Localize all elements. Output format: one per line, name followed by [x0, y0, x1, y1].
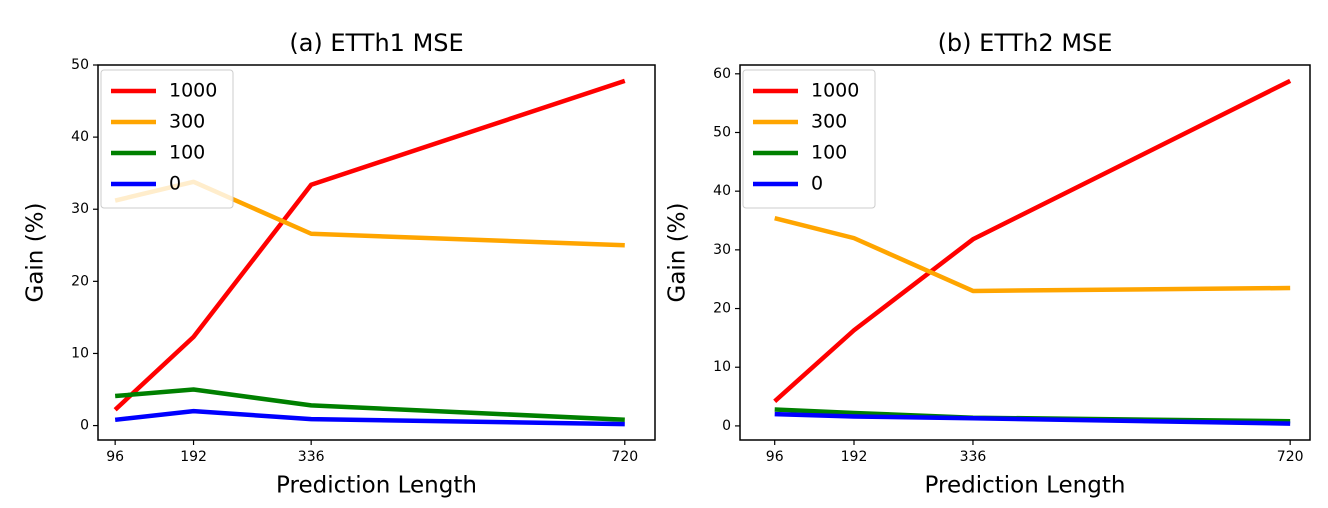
- y-tick-label: 30: [713, 242, 731, 258]
- chart-title: (b) ETTh2 MSE: [938, 29, 1113, 57]
- legend-label: 0: [169, 173, 181, 195]
- x-tick-label: 336: [298, 449, 325, 465]
- line-series: [114, 387, 625, 423]
- x-tick-label: 192: [180, 449, 207, 465]
- chart-title: (a) ETTh1 MSE: [289, 29, 463, 57]
- y-tick-label: 20: [71, 273, 89, 289]
- plot-frame: [739, 64, 1311, 441]
- plot-frame: [97, 64, 656, 441]
- x-tick-label: 96: [106, 449, 124, 465]
- line-series: [113, 78, 626, 412]
- y-tick-label: 30: [71, 201, 89, 217]
- x-axis-label: Prediction Length: [925, 473, 1126, 499]
- y-axis-label: Gain (%): [665, 203, 691, 303]
- line-series: [774, 215, 1291, 294]
- legend-label: 100: [811, 142, 847, 164]
- legend-label: 1000: [811, 80, 859, 102]
- line-series: [114, 408, 625, 427]
- y-axis-label: Gain (%): [23, 203, 49, 303]
- legend-label: 0: [811, 173, 823, 195]
- y-tick-label: 40: [71, 129, 89, 145]
- y-tick-label: 10: [713, 359, 731, 375]
- y-tick-label: 20: [713, 301, 731, 317]
- x-tick-label: 336: [960, 449, 987, 465]
- legend-label: 300: [169, 111, 205, 133]
- y-tick-label: 0: [722, 418, 731, 434]
- legend-label: 100: [169, 142, 205, 164]
- legend-box: [100, 69, 234, 209]
- y-tick-label: 10: [71, 345, 89, 361]
- x-tick-label: 192: [841, 449, 868, 465]
- x-tick-label: 96: [766, 449, 784, 465]
- legend-label: 1000: [169, 80, 217, 102]
- y-tick-label: 50: [713, 124, 731, 140]
- legend-label: 300: [811, 111, 847, 133]
- y-tick-label: 50: [71, 57, 89, 73]
- x-axis-label: Prediction Length: [276, 473, 477, 499]
- y-tick-label: 40: [713, 183, 731, 199]
- legend-box: [742, 69, 876, 209]
- y-tick-label: 0: [80, 418, 89, 434]
- y-tick-label: 60: [713, 66, 731, 82]
- line-series: [773, 78, 1292, 403]
- x-tick-label: 720: [1277, 449, 1304, 465]
- x-tick-label: 720: [611, 449, 638, 465]
- line-series: [774, 411, 1291, 426]
